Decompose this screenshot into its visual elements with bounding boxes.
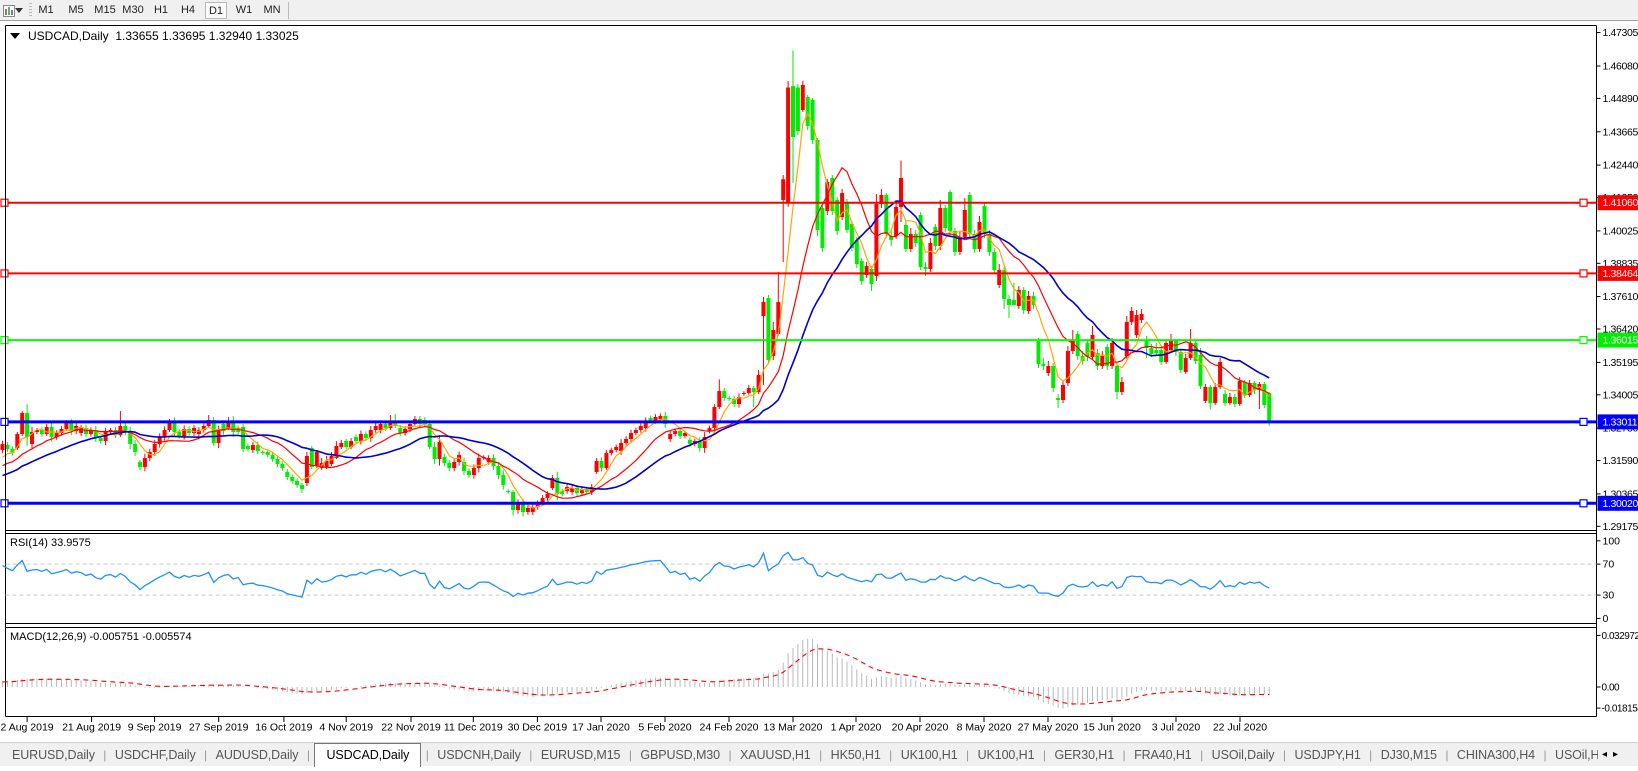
svg-text:1.42440: 1.42440	[1603, 160, 1638, 172]
svg-text:0: 0	[1603, 613, 1609, 625]
svg-text:3 Jul 2020: 3 Jul 2020	[1152, 722, 1201, 734]
svg-text:USDCAD,Daily 1.33655 1.33695: USDCAD,Daily 1.33655 1.33695 1.32940 1.3…	[28, 29, 299, 43]
svg-text:16 Oct 2019: 16 Oct 2019	[255, 722, 312, 734]
svg-text:5 Feb 2020: 5 Feb 2020	[638, 722, 691, 734]
svg-text:30 Dec 2019: 30 Dec 2019	[508, 722, 568, 734]
svg-text:1.36015: 1.36015	[1603, 335, 1638, 347]
svg-text:-0.018154: -0.018154	[1602, 704, 1638, 715]
svg-text:30: 30	[1603, 590, 1615, 602]
svg-text:1.35195: 1.35195	[1603, 357, 1638, 369]
svg-text:1.43665: 1.43665	[1603, 126, 1638, 138]
svg-text:22 Jul 2020: 22 Jul 2020	[1213, 722, 1267, 734]
svg-text:1.41060: 1.41060	[1603, 197, 1638, 209]
svg-text:RSI(14) 33.9575: RSI(14) 33.9575	[10, 537, 91, 549]
svg-text:1 Apr 2020: 1 Apr 2020	[831, 722, 882, 734]
svg-text:100: 100	[1603, 535, 1621, 547]
svg-text:1.38464: 1.38464	[1603, 268, 1638, 280]
svg-text:0.032972: 0.032972	[1602, 631, 1638, 642]
svg-text:1.37610: 1.37610	[1603, 291, 1638, 303]
svg-text:15 Jun 2020: 15 Jun 2020	[1083, 722, 1141, 734]
svg-text:17 Jan 2020: 17 Jan 2020	[572, 722, 630, 734]
svg-text:22 Nov 2019: 22 Nov 2019	[381, 722, 441, 734]
svg-text:2 Aug 2019: 2 Aug 2019	[1, 722, 54, 734]
svg-text:70: 70	[1603, 559, 1615, 571]
svg-text:0.00: 0.00	[1602, 683, 1621, 694]
svg-text:1.47305: 1.47305	[1603, 27, 1638, 39]
svg-text:20 Apr 2020: 20 Apr 2020	[892, 722, 949, 734]
svg-text:1.34005: 1.34005	[1603, 389, 1638, 401]
svg-text:1.40025: 1.40025	[1603, 225, 1638, 237]
svg-text:1.46080: 1.46080	[1603, 61, 1638, 73]
svg-text:27 May 2020: 27 May 2020	[1018, 722, 1079, 734]
svg-text:11 Dec 2019: 11 Dec 2019	[444, 722, 503, 734]
svg-text:13 Mar 2020: 13 Mar 2020	[764, 722, 823, 734]
svg-text:1.44890: 1.44890	[1603, 93, 1638, 105]
svg-text:4 Nov 2019: 4 Nov 2019	[319, 722, 373, 734]
svg-text:1.30020: 1.30020	[1603, 498, 1638, 510]
svg-text:1.33011: 1.33011	[1603, 416, 1638, 428]
svg-text:21 Aug 2019: 21 Aug 2019	[62, 722, 121, 734]
svg-text:8 May 2020: 8 May 2020	[957, 722, 1012, 734]
svg-text:24 Feb 2020: 24 Feb 2020	[700, 722, 759, 734]
svg-text:27 Sep 2019: 27 Sep 2019	[189, 722, 249, 734]
svg-text:1.29175: 1.29175	[1603, 521, 1638, 533]
svg-text:MACD(12,26,9) -0.005751 -0.005: MACD(12,26,9) -0.005751 -0.005574	[10, 631, 192, 643]
svg-text:1.31590: 1.31590	[1603, 455, 1638, 467]
svg-text:9 Sep 2019: 9 Sep 2019	[128, 722, 182, 734]
